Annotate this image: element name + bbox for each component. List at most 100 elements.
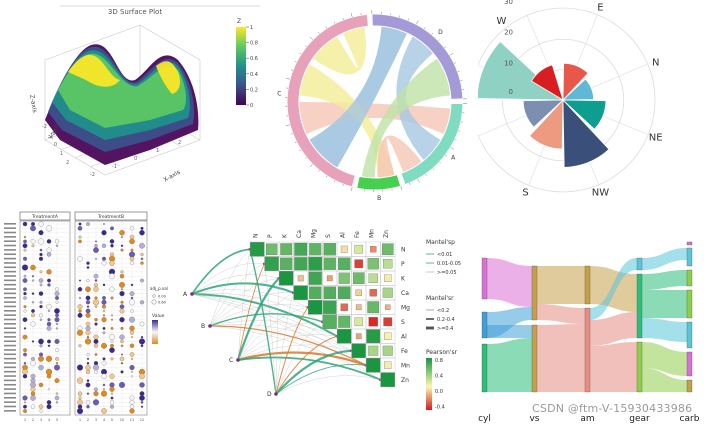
colorbar-tick-4: 0.8 (250, 41, 258, 47)
dot-point (119, 308, 125, 314)
dot-point (39, 344, 43, 348)
dot-point (55, 287, 59, 292)
sankey-axis-am: am (580, 414, 594, 424)
heat-cell-Ca-Mg (309, 286, 322, 299)
mantel-edge-D-Mn (275, 364, 367, 395)
legend-corr-tick-1: 0.4 (435, 374, 443, 380)
dot-point (119, 317, 125, 323)
dot-point (23, 409, 27, 413)
dot-point (85, 382, 91, 388)
dot-point (39, 300, 43, 304)
dot-point (109, 260, 115, 266)
dot-point (111, 314, 113, 317)
heat-cell-N-Mg (309, 243, 322, 256)
dot-point (139, 242, 145, 249)
heat-cell-Fe-Mn (368, 345, 379, 356)
dotplot-chart: TreatmentA TreatmentB 1 2 3 4 5 1 2 3 4 5 10 11 12 a… (4, 211, 168, 422)
dot-point (94, 244, 98, 248)
facet-strip-a (19, 211, 71, 221)
dot-point (110, 357, 114, 361)
heat-cell-Ca-Ca (293, 285, 308, 300)
dot-point (119, 274, 125, 279)
sankey-node-vs-1 (531, 324, 538, 393)
sankey-node-am-1 (584, 307, 591, 393)
dot-point (120, 244, 124, 247)
chord-tick (438, 39, 440, 42)
chord-tick (294, 141, 297, 144)
heat-cell-N-K (280, 243, 293, 256)
heat-col-label-Fe: Fe (354, 231, 361, 238)
heat-col-label-P: P (267, 234, 274, 238)
dot-point (23, 248, 27, 252)
dot-point (38, 256, 44, 261)
sankey-flow-5 (537, 304, 585, 324)
dot-point (30, 404, 36, 409)
dot-point (120, 339, 124, 344)
dot-point (76, 407, 84, 415)
chord-tick (333, 21, 336, 24)
dot-point (78, 396, 82, 400)
dot-point (39, 409, 43, 413)
dot-point (139, 373, 145, 380)
dot-point (46, 269, 52, 275)
sankey-flow-2 (487, 325, 532, 338)
dot-point (38, 382, 44, 388)
dot-ytick-label (4, 379, 16, 382)
mantel-edge-B-Zn (209, 325, 381, 380)
dot-ytick-label (4, 283, 16, 286)
heat-cell-N-N (250, 242, 265, 257)
dot-point (31, 301, 35, 304)
dot-point (94, 318, 98, 322)
dot-point (39, 313, 43, 318)
dot-ytick-label (4, 370, 16, 373)
sankey-flow-3 (487, 338, 532, 392)
legend-r-title: Mantel'sr (426, 295, 454, 302)
mantel-edge-B-Mn (209, 325, 367, 366)
legend-size-title: adj_p.val (150, 286, 168, 291)
mantel-edge-B-K (209, 278, 280, 327)
dot-point (85, 286, 91, 293)
sankey-axis-vs: vs (529, 414, 539, 424)
heat-cell-N-P (265, 243, 278, 256)
colorbar-tick-2: 0.4 (250, 72, 258, 78)
rose-bar-S (528, 98, 564, 150)
dot-point (102, 314, 106, 317)
dot-point (93, 364, 99, 371)
dot-point (47, 339, 51, 344)
chord-tick (286, 77, 291, 80)
heat-cell-Ca-S (323, 286, 336, 299)
sankey-node-cyl-0 (481, 257, 488, 300)
dot-point (76, 364, 84, 371)
mantel-edge-D-N (249, 249, 277, 395)
heat-grid (380, 372, 396, 388)
dot-point (103, 223, 105, 225)
dot-point (47, 388, 51, 391)
heat-cell-Fe-Fe (351, 343, 366, 358)
dot-point (85, 308, 91, 314)
dot-point (129, 316, 135, 323)
dot-point (109, 239, 115, 244)
dot-ytick-label (4, 362, 16, 364)
chord-tick (454, 62, 456, 64)
heat-cell-K-K (279, 271, 294, 286)
dot-xtick-2: 3 (40, 418, 42, 422)
mantel-edge-A-Fe (191, 293, 352, 351)
dot-ytick-label (4, 383, 16, 386)
dot-point (101, 408, 107, 414)
dot-point (110, 392, 114, 395)
dot-ytick-label (4, 253, 16, 256)
dot-point (22, 317, 28, 323)
dot-point (23, 327, 27, 330)
dot-point (100, 390, 108, 397)
dot-point (139, 321, 145, 327)
heat-row-label-P: P (401, 261, 405, 268)
dot-point (38, 230, 44, 236)
dot-point (110, 296, 114, 300)
dot-point (55, 356, 59, 361)
sankey-node-carb-1 (686, 247, 693, 267)
dot-point (120, 270, 124, 274)
chord-panel: C D A B (275, 0, 475, 205)
dot-point (47, 283, 51, 287)
legend-p-title: Mantel'sp (426, 239, 455, 246)
